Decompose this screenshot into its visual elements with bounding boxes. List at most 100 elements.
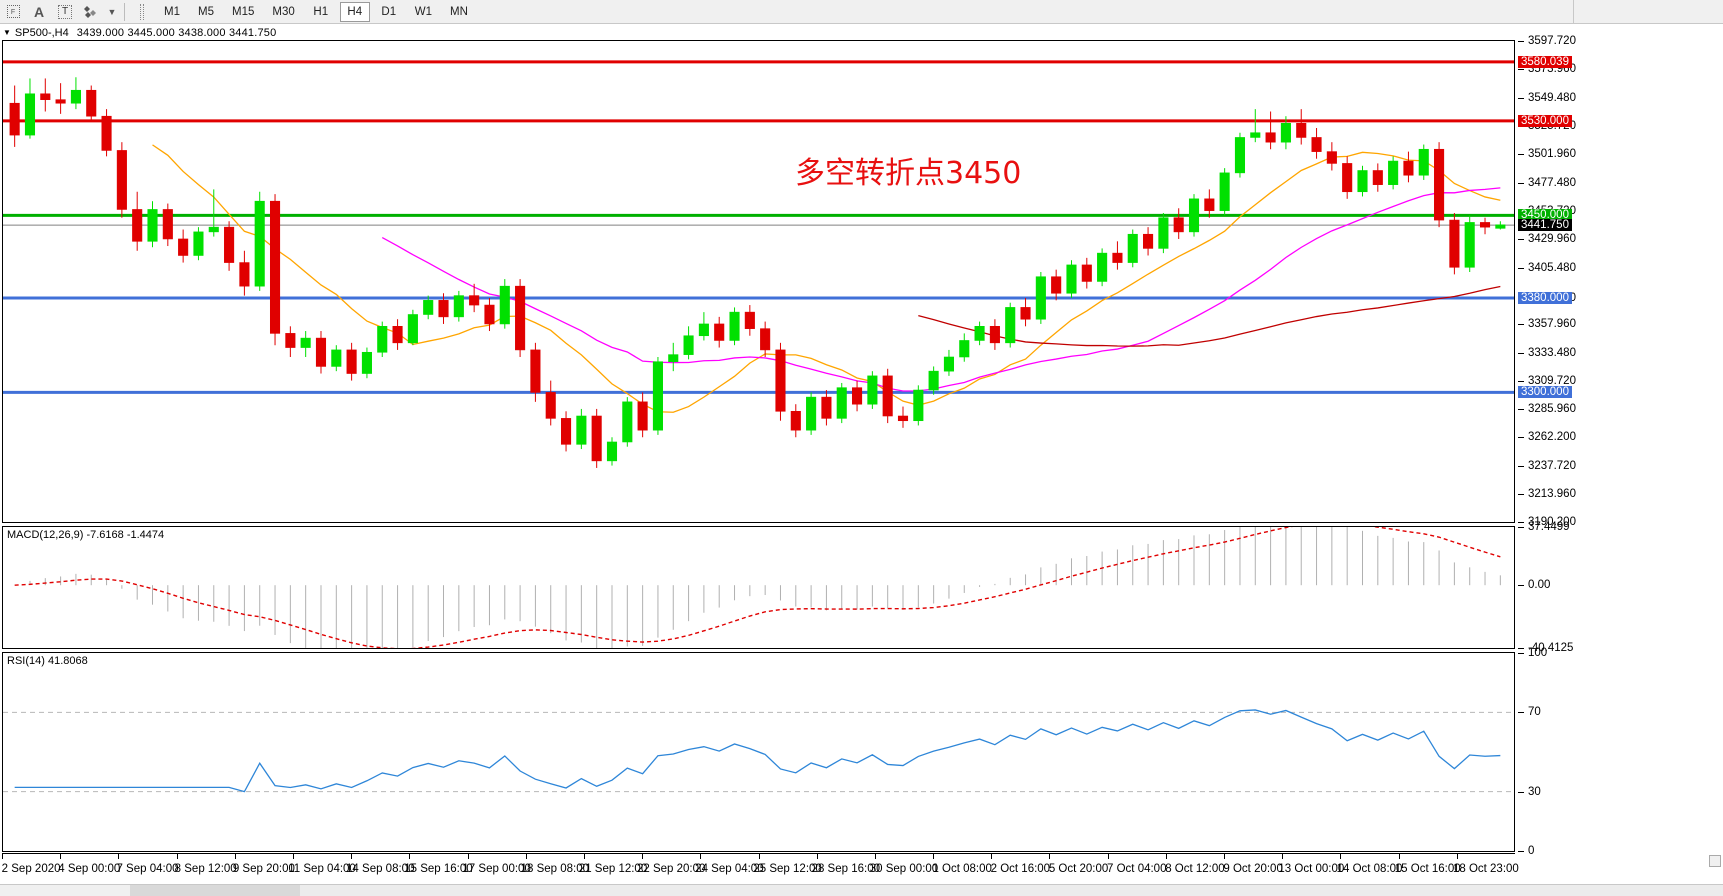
- chart-menu-caret-icon[interactable]: ▼: [3, 28, 11, 37]
- candlestick: [974, 321, 985, 346]
- candlestick: [116, 142, 127, 218]
- candlestick: [683, 326, 694, 360]
- time-axis-tick: [1398, 854, 1400, 859]
- candlestick: [821, 390, 832, 426]
- candlestick: [1388, 156, 1399, 190]
- time-axis-label: 15 Oct 16:00: [1394, 863, 1461, 875]
- timeframe-m15[interactable]: M15: [232, 5, 255, 18]
- price-axis-tick: 3501.960: [1516, 148, 1576, 160]
- candlestick: [239, 250, 250, 296]
- price-level-badge-resistance[interactable]: 3530.000: [1518, 114, 1572, 127]
- price-axis[interactable]: 3597.7203573.9603549.4803525.7203501.960…: [1516, 35, 1723, 857]
- candlestick: [132, 191, 143, 251]
- macd-indicator-pane[interactable]: MACD(12,26,9) -7.6168 -1.4474: [2, 526, 1515, 649]
- candlestick: [959, 333, 970, 362]
- candlestick: [913, 385, 924, 426]
- candlestick: [852, 380, 863, 412]
- toolbar-empty-area: [1573, 0, 1723, 23]
- candlestick: [86, 85, 97, 121]
- candlestick: [560, 411, 572, 452]
- candlestick: [346, 342, 357, 381]
- candlestick: [300, 331, 311, 357]
- time-axis-label: 17 Sep 00:00: [462, 863, 531, 875]
- candlestick: [1250, 109, 1261, 143]
- price-level-badge-pivot[interactable]: 3450.000: [1518, 209, 1572, 222]
- timeframe-m30[interactable]: M30: [272, 5, 295, 18]
- candlestick: [1035, 272, 1046, 324]
- price-axis-tick: 3309.720: [1516, 375, 1576, 387]
- candlestick: [760, 321, 771, 357]
- time-axis-label: 7 Oct 04:00: [1107, 863, 1167, 875]
- candlestick: [1219, 168, 1230, 216]
- candlestick: [1188, 194, 1200, 237]
- time-axis-label: 24 Sep 04:00: [695, 863, 764, 875]
- objects-icon[interactable]: [78, 1, 104, 23]
- timeframe-group: M1 M5 M15 M30 H1 H4 D1 W1 MN: [155, 1, 477, 22]
- candlestick: [729, 307, 740, 346]
- time-axis-tick: [176, 854, 178, 859]
- price-axis-tick: 3477.480: [1516, 177, 1576, 189]
- rsi-axis-tick: 0: [1516, 845, 1534, 857]
- rsi-indicator-pane[interactable]: RSI(14) 41.8068: [2, 652, 1515, 852]
- chart-scroll-corner[interactable]: [1709, 855, 1721, 867]
- candlestick: [9, 85, 20, 147]
- chart-annotation-text: 多空转折点3450: [795, 156, 1022, 191]
- time-axis-label: 30 Sep 00:00: [869, 863, 939, 875]
- macd-signal-line: [14, 527, 1501, 648]
- time-axis-tick: [409, 854, 411, 859]
- candlestick: [943, 349, 955, 376]
- text-label-icon[interactable]: A: [33, 3, 45, 20]
- price-chart-pane[interactable]: [2, 40, 1515, 523]
- time-axis-tick: [1224, 854, 1226, 859]
- time-axis-tick: [1282, 854, 1284, 859]
- time-axis-label: 22 Sep 20:00: [636, 863, 706, 875]
- price-axis-tick: 3405.480: [1516, 262, 1576, 274]
- timeframe-grip-icon[interactable]: [129, 1, 155, 23]
- candlestick: [836, 382, 847, 424]
- time-axis-label: 28 Sep 16:00: [811, 863, 880, 875]
- price-level-badge-resistance[interactable]: 3580.039: [1518, 55, 1572, 68]
- rsi-canvas: [3, 709, 1514, 793]
- text-object-icon[interactable]: T: [52, 1, 78, 23]
- price-axis-tick: 3549.480: [1516, 92, 1576, 104]
- price-axis-tick: 3357.960: [1516, 318, 1576, 330]
- time-axis-tick: [234, 854, 236, 859]
- timeframe-w1[interactable]: W1: [414, 5, 432, 18]
- time-axis-tick: [467, 854, 469, 859]
- time-axis-label: 8 Oct 12:00: [1165, 863, 1225, 875]
- indicator-list-icon[interactable]: F: [0, 1, 26, 23]
- candlestick: [1296, 109, 1307, 145]
- time-axis-tick: [991, 854, 993, 859]
- time-axis-label: 11 Sep 04:00: [288, 863, 356, 875]
- candlestick: [1479, 217, 1491, 235]
- candlestick: [928, 366, 939, 395]
- price-level-badge-support[interactable]: 3300.000: [1518, 386, 1572, 399]
- ohlc-values: 3439.000 3445.000 3438.000 3441.750: [76, 26, 277, 39]
- timeframe-m5[interactable]: M5: [198, 5, 214, 18]
- candlestick: [668, 342, 679, 372]
- candlestick: [1005, 302, 1016, 348]
- candlestick: [606, 437, 618, 466]
- time-axis[interactable]: 2 Sep 2020 4 Sep 00:00 7 Sep 04:00 8 Sep 12…: [2, 853, 1519, 883]
- timeframe-m1[interactable]: M1: [164, 5, 180, 18]
- candlestick: [1112, 241, 1123, 270]
- price-chart-canvas: [3, 60, 1514, 468]
- price-level-badge-support[interactable]: 3380.000: [1518, 291, 1572, 304]
- window-bottom-strip: [0, 884, 1723, 896]
- timeframe-h4[interactable]: H4: [339, 1, 370, 22]
- candlestick: [1326, 142, 1337, 171]
- timeframe-mn[interactable]: MN: [450, 5, 468, 18]
- candlestick: [1173, 208, 1184, 239]
- price-level-badge-current-price[interactable]: 3441.750: [1518, 219, 1572, 232]
- dropdown-arrow-icon[interactable]: ▼: [107, 6, 117, 17]
- time-axis-tick: [758, 854, 760, 859]
- macd-axis-tick: 37.4499: [1516, 521, 1570, 533]
- candlestick: [407, 309, 418, 346]
- candlestick: [1357, 165, 1368, 197]
- time-axis-tick: [351, 854, 353, 859]
- candlestick: [315, 331, 327, 374]
- candlestick: [101, 109, 112, 157]
- candlestick: [1265, 111, 1276, 150]
- timeframe-d1[interactable]: D1: [381, 5, 397, 18]
- timeframe-h1[interactable]: H1: [313, 5, 329, 18]
